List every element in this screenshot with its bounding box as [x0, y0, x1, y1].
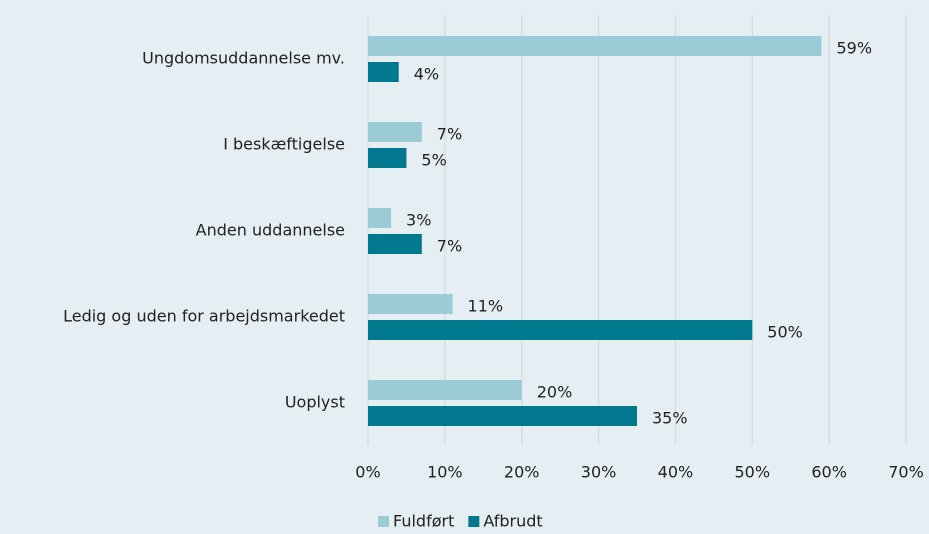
legend-label: Fuldført [393, 512, 454, 531]
x-tick-label: 10% [427, 463, 463, 482]
x-tick-label: 0% [355, 463, 380, 482]
data-label: 11% [468, 297, 504, 316]
data-label: 7% [437, 237, 462, 256]
data-label: 3% [406, 211, 431, 230]
data-label: 7% [437, 125, 462, 144]
bar [368, 62, 399, 82]
y-tick-label: I beskæftigelse [223, 135, 345, 154]
legend-label: Afbrudt [483, 512, 542, 531]
bar [368, 208, 392, 228]
bar [368, 234, 422, 254]
legend-swatch [468, 516, 480, 527]
data-label: 50% [767, 323, 803, 342]
y-tick-label: Uoplyst [285, 393, 345, 412]
x-tick-label: 20% [504, 463, 540, 482]
y-tick-label: Ledig og uden for arbejdsmarkedet [63, 307, 345, 326]
bar [368, 320, 753, 340]
data-label: 59% [836, 39, 872, 58]
bar [368, 122, 422, 142]
legend-swatch [378, 516, 389, 527]
data-label: 5% [421, 151, 446, 170]
bar [368, 148, 407, 168]
x-tick-label: 60% [811, 463, 847, 482]
x-tick-label: 40% [658, 463, 694, 482]
bar [368, 36, 822, 56]
data-label: 20% [537, 383, 573, 402]
bar [368, 294, 453, 314]
data-label: 35% [652, 409, 688, 428]
x-tick-label: 70% [888, 463, 924, 482]
y-tick-label: Ungdomsuddannelse mv. [142, 49, 345, 68]
x-tick-label: 30% [581, 463, 617, 482]
y-tick-label: Anden uddannelse [196, 221, 345, 240]
data-label: 4% [414, 65, 439, 84]
bar [368, 380, 522, 400]
bar [368, 406, 637, 426]
x-tick-label: 50% [735, 463, 771, 482]
